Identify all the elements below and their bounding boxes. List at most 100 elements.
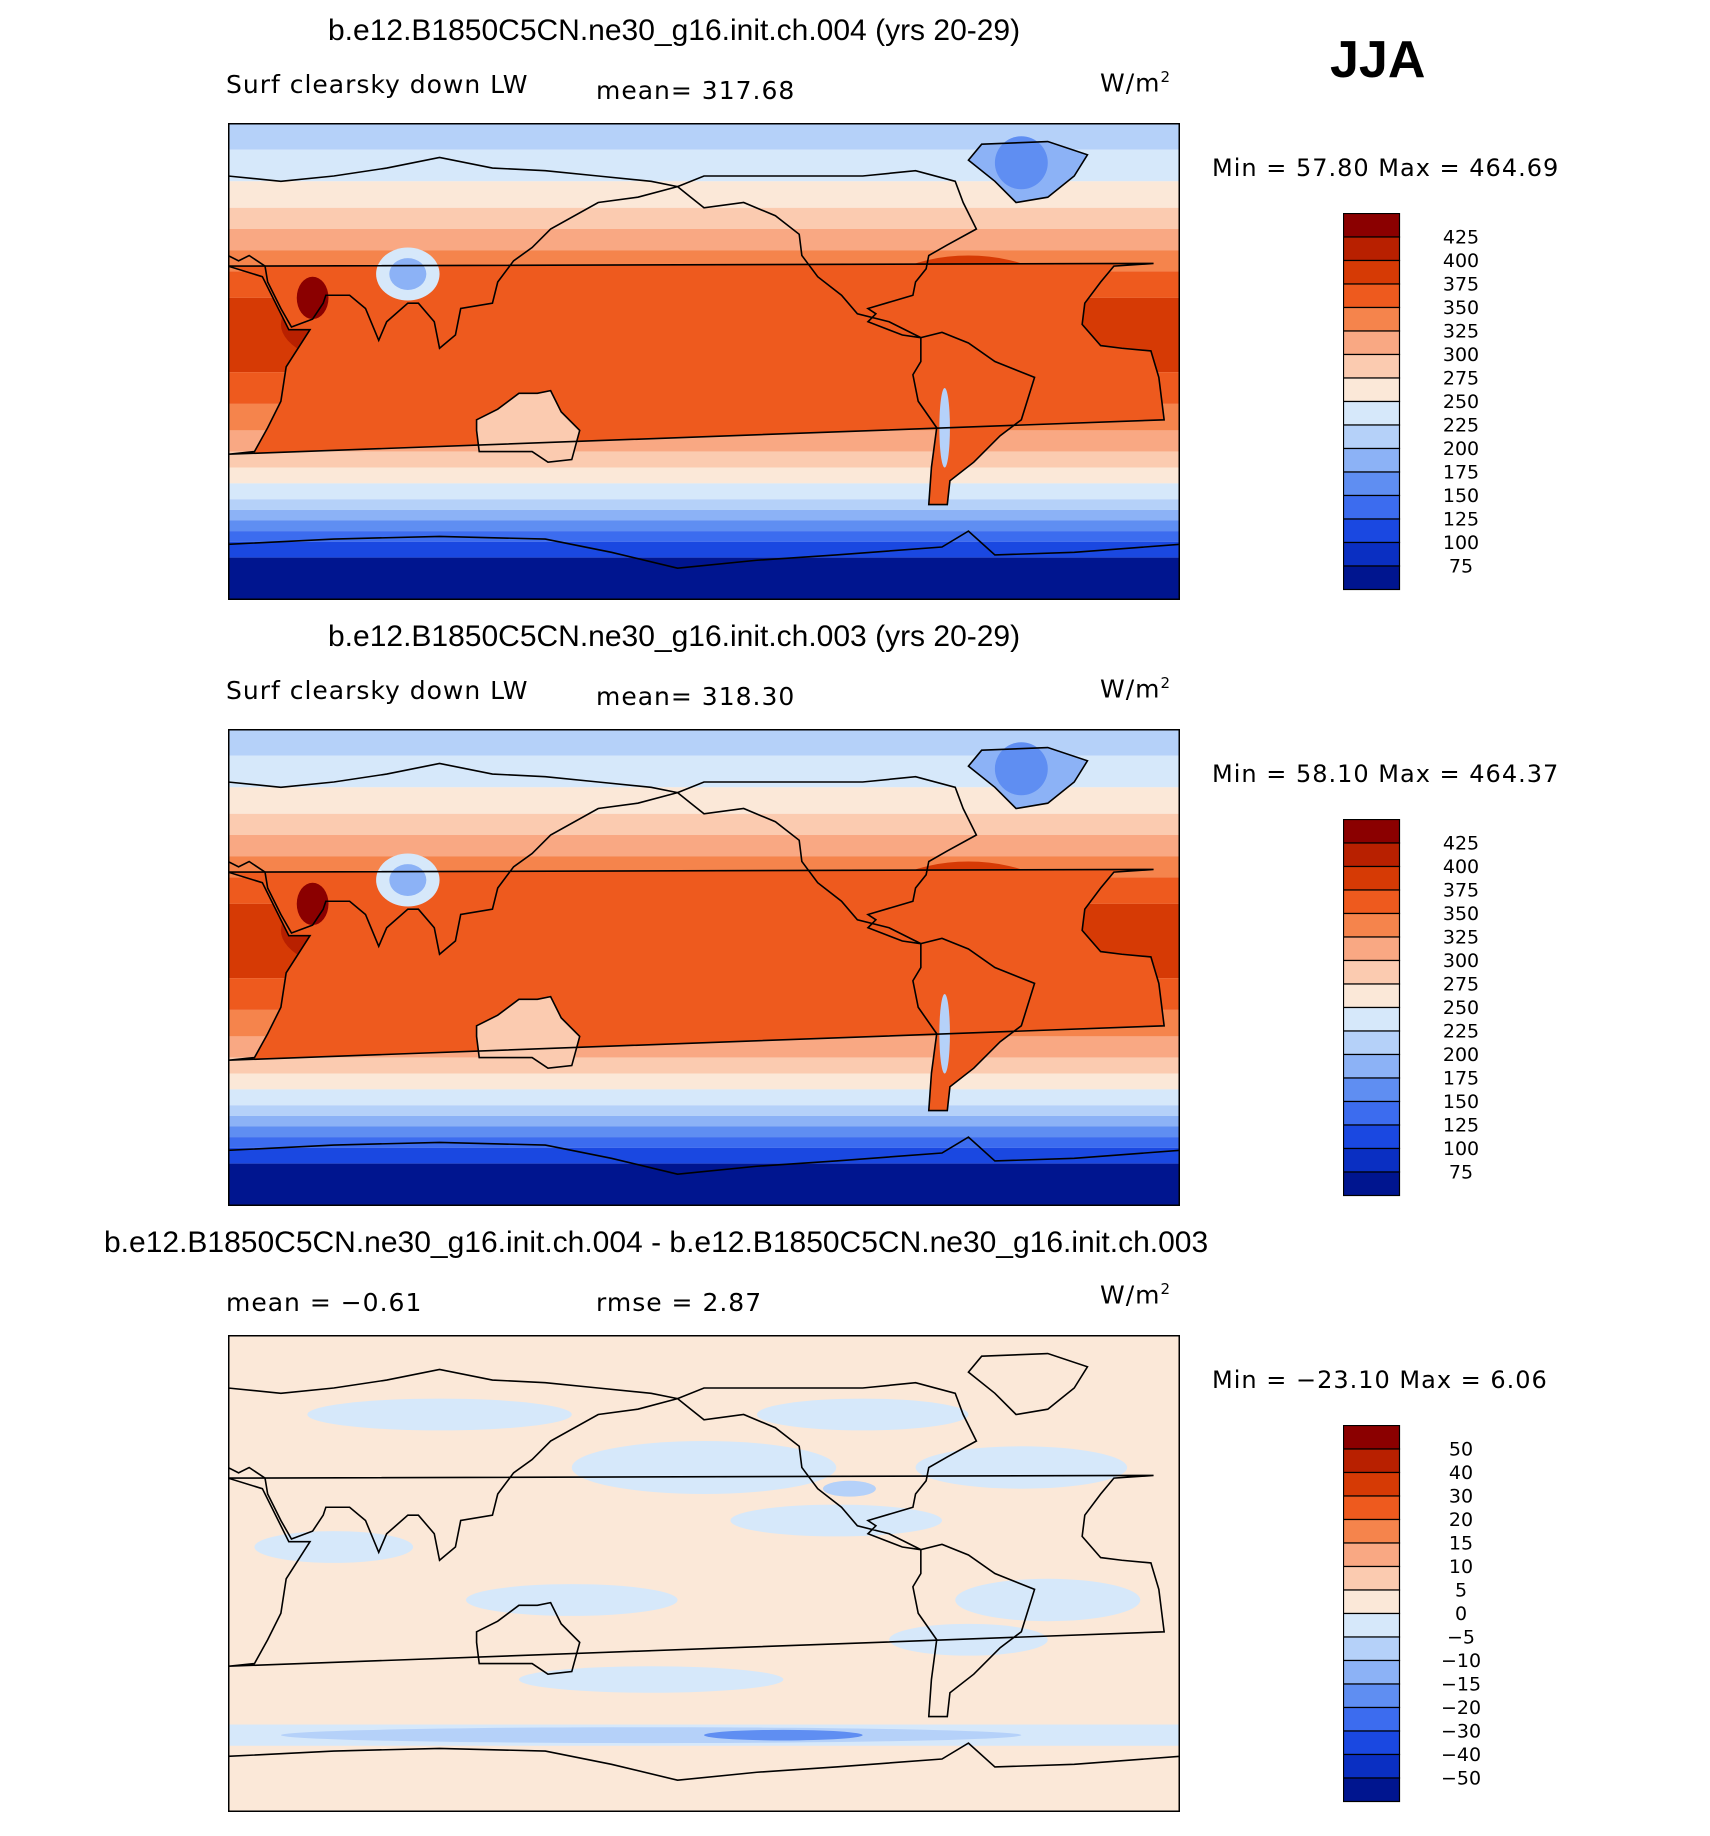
- colorbar-tick-label: 30: [1449, 1486, 1473, 1508]
- colorbar-tick-label: 150: [1443, 1091, 1479, 1113]
- panel-3-map: [228, 1335, 1180, 1812]
- colorbar-swatch: [1343, 1518, 1401, 1544]
- colorbar-tick-label: 400: [1443, 856, 1479, 878]
- colorbar-tick-label: 375: [1443, 880, 1479, 902]
- panel-3-units: W/m2: [1100, 1280, 1172, 1310]
- coastline-samerica: [912, 331, 1036, 506]
- colorbar-tick-label: 125: [1443, 509, 1479, 531]
- colorbar-tick-label: 250: [1443, 997, 1479, 1019]
- colorbar-swatch: [1343, 959, 1401, 985]
- colorbar-swatch: [1343, 1659, 1401, 1685]
- colorbar-tick-label: 125: [1443, 1115, 1479, 1137]
- field-tibet-core: [389, 258, 427, 290]
- colorbar-tick-label: 20: [1449, 1509, 1473, 1531]
- panel-1-mean-label: mean= 317.68: [596, 76, 796, 105]
- coastline-eurasia: [228, 156, 678, 350]
- colorbar-swatch: [1343, 1425, 1401, 1450]
- colorbar-swatch: [1343, 1542, 1401, 1568]
- field-band: [228, 207, 1180, 229]
- field-band: [228, 1073, 1180, 1090]
- panel-3-title: b.e12.B1850C5CN.ne30_g16.init.ch.004 - b…: [104, 1226, 1209, 1259]
- colorbar-tick-label: 175: [1443, 1068, 1479, 1090]
- colorbar-tick-label: −5: [1447, 1627, 1475, 1649]
- field-band: [228, 467, 1180, 484]
- field-hotspot: [296, 882, 329, 926]
- colorbar-tick-label: 375: [1443, 274, 1479, 296]
- field-greenland-core: [994, 136, 1048, 190]
- colorbar-tick-label: −50: [1441, 1768, 1481, 1790]
- field-band: [228, 1115, 1180, 1127]
- colorbar-tick-label: 200: [1443, 1044, 1479, 1066]
- colorbar-tick-label: 225: [1443, 415, 1479, 437]
- colorbar-swatch: [1343, 259, 1401, 285]
- field-band: [228, 1163, 1180, 1206]
- colorbar-tick-label: 300: [1443, 344, 1479, 366]
- colorbar-swatch: [1343, 424, 1401, 450]
- colorbar-swatch: [1343, 1683, 1401, 1709]
- colorbar-tick-label: 75: [1449, 556, 1473, 578]
- field-band: [228, 229, 1180, 251]
- coastline-eurasia: [228, 762, 678, 956]
- colorbar-swatch: [1343, 330, 1401, 356]
- colorbar-swatch: [1343, 1053, 1401, 1079]
- field-southern-min: [704, 1729, 863, 1741]
- coastline-antarctica: [228, 530, 1180, 600]
- coastline-australia: [475, 1601, 581, 1676]
- colorbar-tick-label: 325: [1443, 927, 1479, 949]
- field-band: [228, 451, 1180, 468]
- colorbar-swatch: [1343, 494, 1401, 520]
- coastline-namerica: [675, 169, 978, 339]
- colorbar-swatch: [1343, 1171, 1401, 1197]
- field-negative-area: [518, 1666, 784, 1693]
- colorbar-tick-label: 50: [1449, 1439, 1473, 1461]
- colorbar-tick-label: 225: [1443, 1021, 1479, 1043]
- panel-1-minmax: Min = 57.80 Max = 464.69: [1212, 154, 1560, 182]
- colorbar-swatch: [1343, 1589, 1401, 1615]
- field-negative-area: [756, 1398, 969, 1431]
- colorbar-swatch: [1343, 1030, 1401, 1056]
- colorbar-swatch: [1343, 306, 1401, 332]
- colorbar-swatch: [1343, 936, 1401, 962]
- panel-1-variable-label: Surf clearsky down LW: [226, 70, 529, 99]
- colorbar-tick-label: 350: [1443, 297, 1479, 319]
- colorbar-tick-label: −15: [1441, 1674, 1481, 1696]
- coastline-africa: [228, 868, 1166, 1062]
- colorbar-tick-label: 425: [1443, 227, 1479, 249]
- colorbar-tick-label: 350: [1443, 903, 1479, 925]
- field-band: [228, 557, 1180, 600]
- colorbar-swatch: [1343, 1706, 1401, 1732]
- field-greenland-core: [994, 742, 1048, 796]
- colorbar-tick-label: 75: [1449, 1162, 1473, 1184]
- field-hotspot: [296, 276, 329, 320]
- colorbar-swatch: [1343, 1124, 1401, 1150]
- panel-1-units: W/m2: [1100, 68, 1172, 98]
- panel-1-colorbar: 4254003753503253002752502252001751501251…: [1343, 213, 1479, 591]
- field-negative-area: [466, 1584, 678, 1616]
- field-band: [228, 509, 1180, 521]
- colorbar-swatch: [1343, 912, 1401, 938]
- colorbar-tick-label: 200: [1443, 438, 1479, 460]
- panel-2-map: [228, 729, 1180, 1206]
- field-negative-area: [254, 1531, 414, 1563]
- colorbar-tick-label: −30: [1441, 1721, 1481, 1743]
- colorbar-tick-label: 40: [1449, 1462, 1473, 1484]
- field-band: [228, 541, 1180, 558]
- colorbar-tick-label: 175: [1443, 462, 1479, 484]
- field-band: [228, 483, 1180, 500]
- field-negative-area: [955, 1578, 1141, 1622]
- field-negative-area: [307, 1398, 572, 1431]
- field-band: [228, 1105, 1180, 1116]
- field-band: [228, 1089, 1180, 1106]
- map-frame: [228, 729, 1180, 1206]
- colorbar-swatch: [1343, 377, 1401, 403]
- field-band: [228, 1137, 1180, 1148]
- panel-2-colorbar: 4254003753503253002752502252001751501251…: [1343, 819, 1479, 1197]
- colorbar-tick-label: 0: [1455, 1603, 1467, 1625]
- colorbar-tick-label: 150: [1443, 485, 1479, 507]
- field-band: [228, 1147, 1180, 1164]
- colorbar-tick-label: 425: [1443, 833, 1479, 855]
- colorbar-swatch: [1343, 565, 1401, 591]
- panel-1-title: b.e12.B1850C5CN.ne30_g16.init.ch.004 (yr…: [328, 14, 1021, 47]
- colorbar-swatch: [1343, 1753, 1401, 1779]
